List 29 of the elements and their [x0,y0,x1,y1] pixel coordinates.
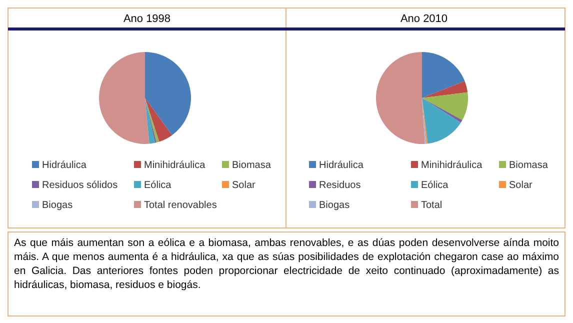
legend-label: Biomasa [232,160,272,171]
pie-slice [422,92,468,120]
pie-slice [422,98,461,144]
chart-title: Ano 2010 [400,13,448,25]
legend-label: Hidráulica [319,160,364,171]
pie-slice [376,52,425,144]
pie-slice [145,98,160,143]
legend-label: Minihidráulica [144,160,206,171]
pie-slice [145,52,191,136]
legend-label: Biogas [319,200,350,211]
pie-slice [145,98,172,142]
legend-label: Total renovables [144,200,217,211]
pie-slice [422,52,465,98]
legend-label: Solar [232,180,256,191]
pie-slice [422,98,462,123]
legend-label: Minihidráulica [421,160,483,171]
pie-slice [99,52,150,144]
text: As que máis aumentan son a eólica e a biomasa, ambas renovables, e as dúas poden desenvolverse aínda moito máis. A que menos aumenta é a hidráulica, xa que as súas posibilidades de explotación chegaron case ao máximo en Galicia. Das anteriores fontes poden proporcionar electricidade de xeito continuado (aproximadamente) as hidráulicas, biomasa, residuos e biogás. [14,236,559,292]
legend-label: Biomasa [509,160,548,171]
legend-label: Total [421,200,442,211]
legend-label: Biogas [42,200,73,211]
legend-label: Eólica [144,180,172,191]
pie-slice [422,81,468,98]
chart-title: Ano 1998 [123,13,171,25]
legend-label: Hidráulica [42,160,87,171]
legend-label: Eólica [421,180,449,191]
legend-label: Solar [509,180,534,191]
legend-label: Residuos [319,180,361,191]
legend-label: Residuos sólidos [42,180,118,191]
